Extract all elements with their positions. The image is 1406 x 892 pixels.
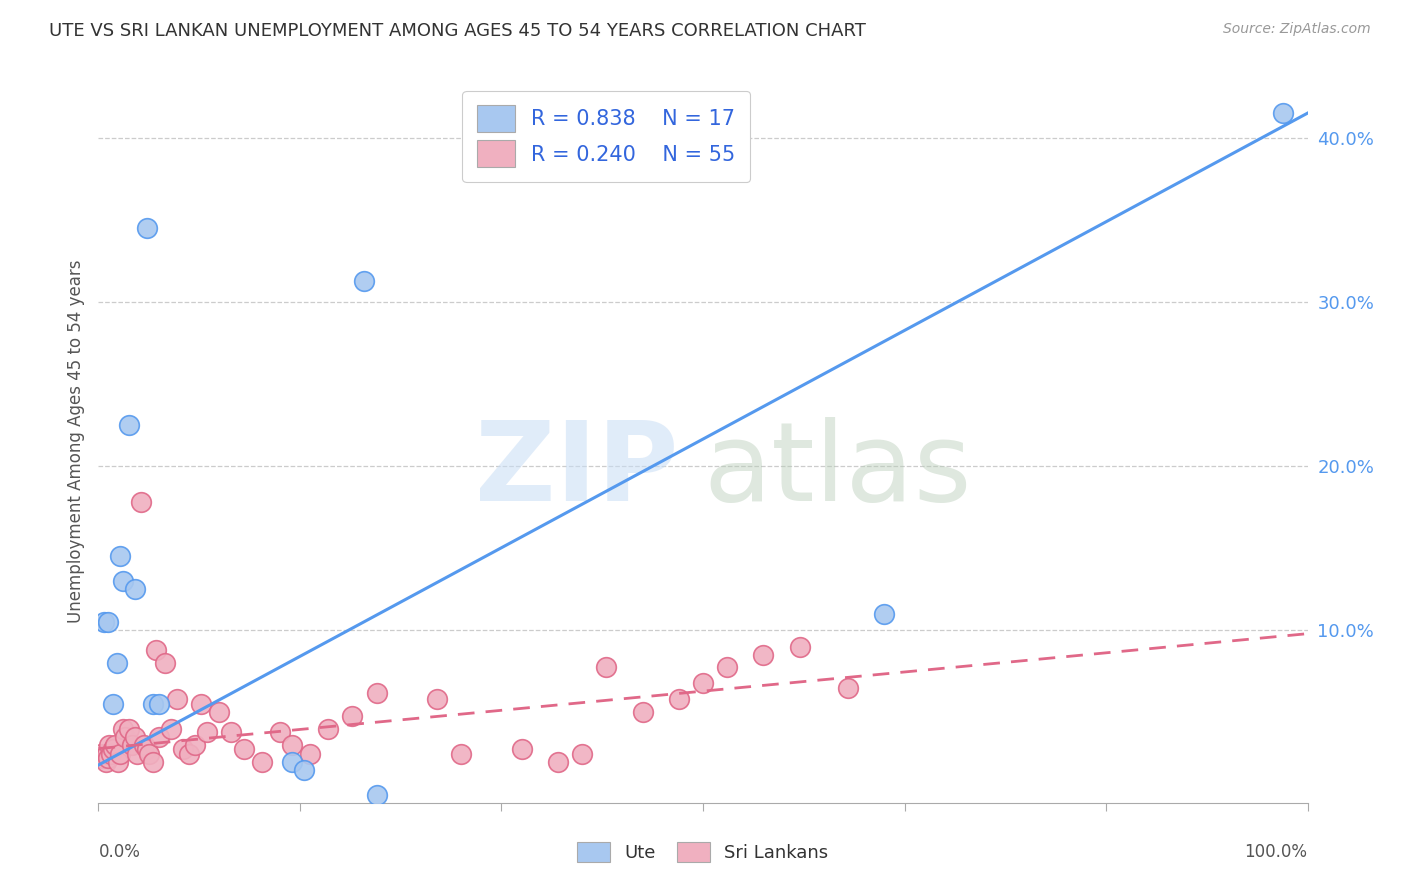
- Point: [837, 681, 859, 695]
- Point: [153, 657, 176, 671]
- Point: [107, 755, 129, 769]
- Point: [1272, 106, 1295, 120]
- Point: [135, 741, 157, 756]
- Point: [142, 755, 165, 769]
- Point: [104, 739, 127, 753]
- Point: [111, 722, 134, 736]
- Point: [118, 418, 141, 433]
- Point: [547, 755, 569, 769]
- Legend: R = 0.838    N = 17, R = 0.240    N = 55: R = 0.838 N = 17, R = 0.240 N = 55: [463, 91, 749, 182]
- Point: [281, 755, 304, 769]
- Point: [98, 739, 121, 753]
- Point: [316, 722, 339, 736]
- Point: [232, 741, 254, 756]
- Point: [134, 739, 156, 753]
- Point: [353, 274, 375, 288]
- Point: [100, 747, 122, 761]
- Point: [90, 747, 112, 761]
- Point: [145, 643, 167, 657]
- Text: atlas: atlas: [703, 417, 972, 524]
- Point: [342, 708, 364, 723]
- Point: [166, 692, 188, 706]
- Point: [114, 730, 136, 744]
- Point: [118, 722, 141, 736]
- Y-axis label: Unemployment Among Ages 45 to 54 years: Unemployment Among Ages 45 to 54 years: [66, 260, 84, 624]
- Point: [692, 676, 714, 690]
- Point: [108, 549, 131, 564]
- Text: ZIP: ZIP: [475, 417, 679, 524]
- Point: [426, 692, 449, 706]
- Point: [631, 706, 654, 720]
- Point: [91, 751, 114, 765]
- Point: [148, 730, 170, 744]
- Point: [121, 739, 143, 753]
- Point: [269, 725, 291, 739]
- Point: [129, 495, 152, 509]
- Text: 0.0%: 0.0%: [98, 843, 141, 861]
- Point: [510, 741, 533, 756]
- Point: [668, 692, 690, 706]
- Point: [142, 698, 165, 712]
- Point: [124, 730, 146, 744]
- Point: [571, 747, 593, 761]
- Point: [93, 615, 115, 630]
- Point: [366, 788, 388, 802]
- Point: [97, 615, 120, 630]
- Point: [195, 725, 218, 739]
- Point: [160, 722, 183, 736]
- Point: [208, 706, 231, 720]
- Point: [127, 747, 149, 761]
- Point: [135, 221, 157, 235]
- Point: [292, 763, 315, 777]
- Point: [97, 751, 120, 765]
- Point: [366, 686, 388, 700]
- Point: [595, 659, 617, 673]
- Point: [101, 698, 124, 712]
- Point: [716, 659, 738, 673]
- Text: 100.0%: 100.0%: [1244, 843, 1308, 861]
- Point: [184, 739, 207, 753]
- Point: [752, 648, 775, 662]
- Point: [111, 574, 134, 588]
- Point: [221, 725, 243, 739]
- Point: [789, 640, 811, 654]
- Point: [250, 755, 273, 769]
- Point: [124, 582, 146, 597]
- Point: [873, 607, 896, 621]
- Legend: Ute, Sri Lankans: Ute, Sri Lankans: [571, 834, 835, 870]
- Point: [450, 747, 472, 761]
- Point: [108, 747, 131, 761]
- Point: [148, 698, 170, 712]
- Point: [138, 747, 160, 761]
- Point: [105, 657, 128, 671]
- Point: [281, 739, 304, 753]
- Text: Source: ZipAtlas.com: Source: ZipAtlas.com: [1223, 22, 1371, 37]
- Point: [94, 755, 117, 769]
- Text: UTE VS SRI LANKAN UNEMPLOYMENT AMONG AGES 45 TO 54 YEARS CORRELATION CHART: UTE VS SRI LANKAN UNEMPLOYMENT AMONG AGE…: [49, 22, 866, 40]
- Point: [172, 741, 194, 756]
- Point: [179, 747, 201, 761]
- Point: [101, 741, 124, 756]
- Point: [299, 747, 322, 761]
- Point: [190, 698, 212, 712]
- Point: [96, 747, 118, 761]
